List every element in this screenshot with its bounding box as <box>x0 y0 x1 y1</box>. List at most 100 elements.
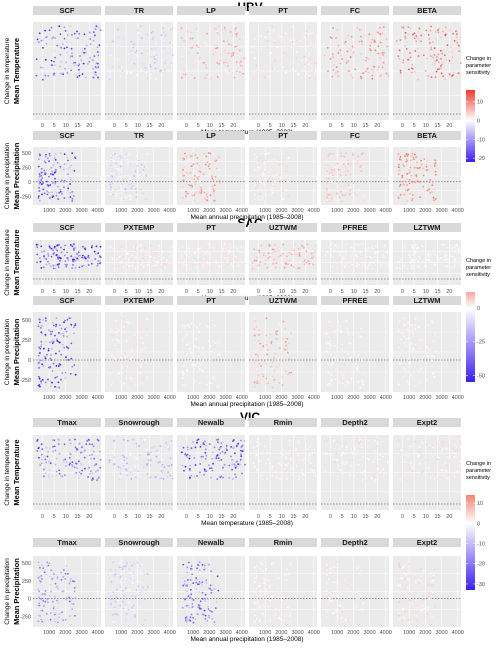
data-point <box>455 30 457 33</box>
data-point <box>95 25 98 27</box>
data-point <box>261 173 264 176</box>
data-point <box>129 348 132 351</box>
data-point <box>145 371 148 374</box>
data-point <box>56 244 59 247</box>
data-point <box>215 167 218 170</box>
facet-strip <box>177 296 245 305</box>
data-point <box>136 379 139 382</box>
data-point <box>428 188 430 191</box>
data-point <box>114 573 117 576</box>
data-point <box>122 600 124 603</box>
data-point <box>287 373 289 375</box>
data-point <box>291 259 294 261</box>
data-point <box>257 355 260 358</box>
data-point <box>414 253 416 255</box>
data-point <box>118 583 121 586</box>
facet-strip <box>249 131 317 140</box>
x-tick-label: 10 <box>63 123 69 129</box>
data-point <box>56 585 59 587</box>
data-point <box>228 52 230 55</box>
data-point <box>253 248 256 251</box>
data-point <box>201 597 204 600</box>
data-point <box>357 458 360 461</box>
data-point <box>193 181 196 183</box>
data-point <box>311 452 314 454</box>
data-point <box>200 353 203 356</box>
data-point <box>110 186 112 189</box>
data-point <box>261 453 264 456</box>
data-point <box>272 446 275 449</box>
data-point <box>126 386 129 389</box>
data-point <box>271 68 274 70</box>
data-point <box>207 262 210 265</box>
data-point <box>377 27 379 30</box>
data-point <box>446 447 449 449</box>
data-point <box>189 468 191 470</box>
data-point <box>276 453 279 456</box>
data-point <box>284 32 287 35</box>
data-point <box>328 447 331 449</box>
data-point <box>187 579 189 581</box>
data-point <box>74 256 77 259</box>
data-point <box>397 447 399 450</box>
data-point <box>412 347 415 350</box>
x-tick-label: 15 <box>290 123 296 129</box>
data-point <box>90 457 93 460</box>
facet-label: Expt2 <box>417 418 437 427</box>
data-point <box>158 451 161 454</box>
data-point <box>274 59 277 62</box>
data-point <box>412 176 414 179</box>
data-point <box>41 193 43 196</box>
data-point <box>188 183 190 186</box>
data-point <box>204 163 207 166</box>
data-point <box>211 350 214 353</box>
data-point <box>306 243 309 246</box>
data-point <box>194 618 197 620</box>
data-point <box>424 259 427 262</box>
x-tick-label: 5 <box>341 514 344 520</box>
data-point <box>115 589 118 591</box>
data-point <box>356 319 358 322</box>
data-point <box>138 592 140 595</box>
data-point <box>125 76 128 79</box>
data-point <box>324 254 327 257</box>
data-point <box>306 448 308 451</box>
data-point <box>336 359 339 361</box>
data-point <box>140 249 143 252</box>
data-point <box>351 451 353 454</box>
data-point <box>45 446 48 449</box>
x-tick-label: 20 <box>446 289 452 295</box>
data-point <box>39 174 41 177</box>
data-point <box>255 185 258 188</box>
data-point <box>455 40 458 43</box>
data-point <box>109 596 112 599</box>
data-point <box>330 247 333 250</box>
data-point <box>223 26 226 29</box>
data-point <box>196 174 199 177</box>
data-point <box>214 342 217 344</box>
data-point <box>61 192 63 195</box>
data-point <box>50 255 53 258</box>
data-point <box>342 251 345 254</box>
data-point <box>304 66 306 69</box>
data-point <box>271 386 274 389</box>
x-tick-label: 1000 <box>259 395 271 401</box>
data-point <box>68 600 71 603</box>
data-point <box>399 362 402 365</box>
data-point <box>45 36 47 39</box>
data-point <box>145 608 148 611</box>
data-point <box>351 76 354 79</box>
data-point <box>254 334 257 337</box>
data-point <box>109 188 112 191</box>
data-point <box>286 255 288 258</box>
data-point <box>337 321 340 324</box>
data-point <box>336 478 339 481</box>
data-point <box>273 258 275 261</box>
data-point <box>127 264 130 267</box>
data-point <box>408 179 411 181</box>
data-point <box>117 37 119 39</box>
data-point <box>60 571 62 574</box>
data-point <box>336 28 339 31</box>
data-point <box>431 320 433 322</box>
data-point <box>74 438 76 441</box>
